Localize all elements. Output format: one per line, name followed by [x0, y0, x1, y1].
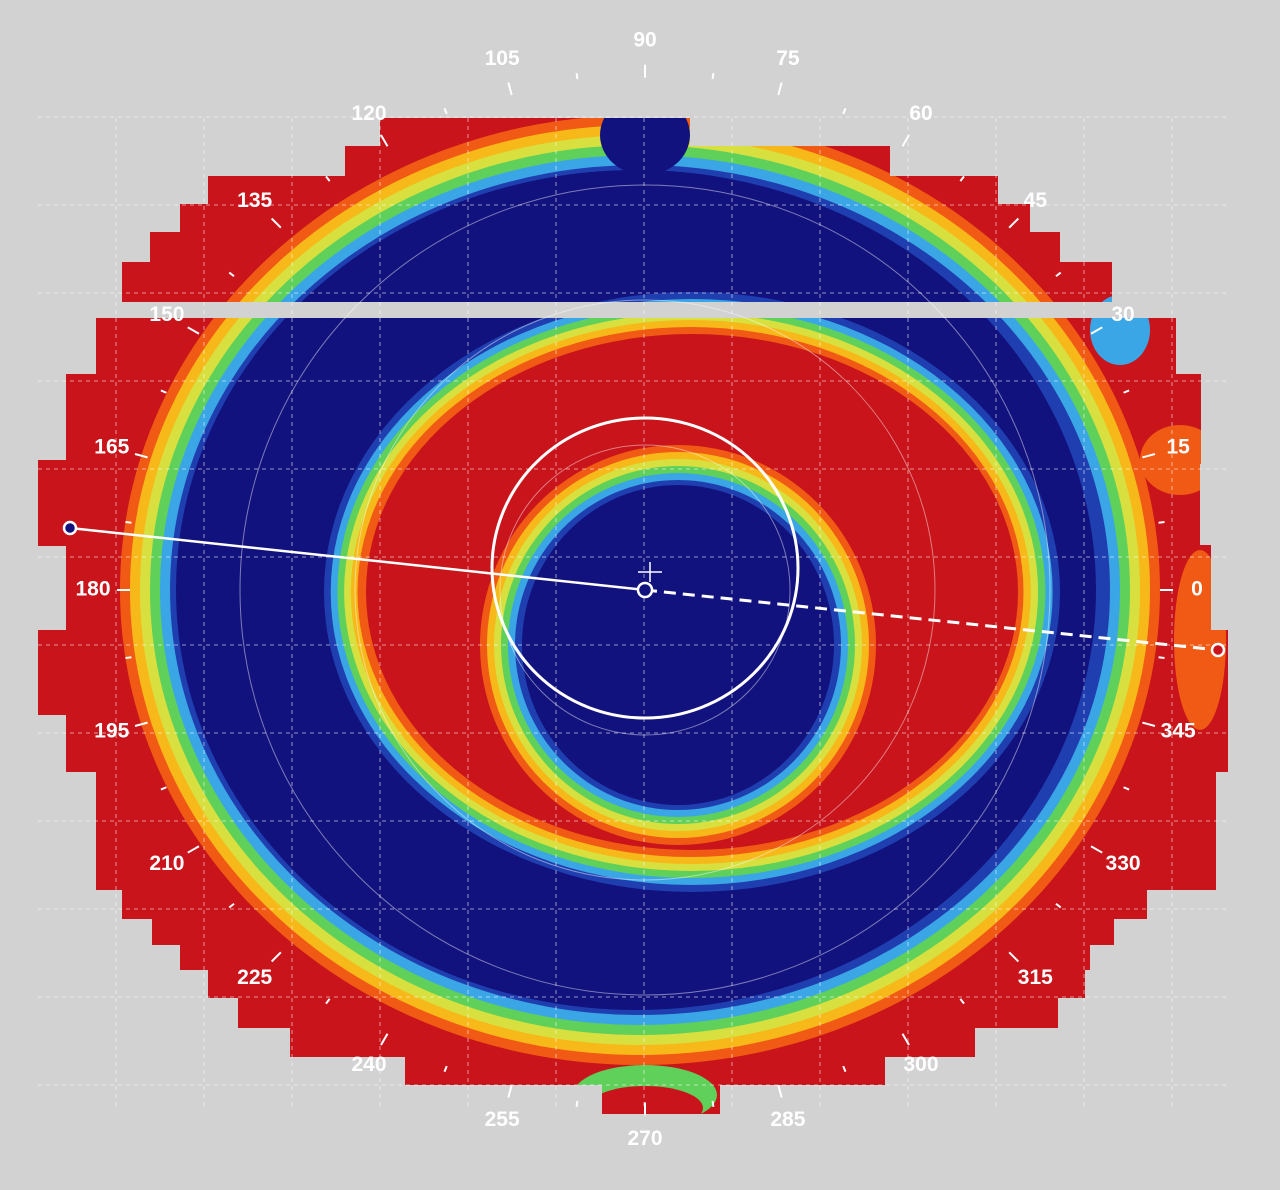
angle-label: 180 — [75, 578, 110, 601]
angle-label: 210 — [149, 852, 184, 875]
meridian-endpoint-right — [1210, 642, 1226, 658]
angle-minor-tick — [711, 72, 715, 80]
angle-tick — [187, 845, 200, 854]
angle-minor-tick — [1123, 389, 1130, 394]
angle-label: 255 — [485, 1108, 520, 1131]
angle-label: 225 — [237, 966, 272, 989]
angle-minor-tick — [1055, 271, 1062, 278]
angle-tick — [777, 1084, 783, 1098]
angle-label: 345 — [1161, 720, 1196, 743]
angle-tick — [777, 82, 783, 96]
angle-ticks — [117, 64, 1173, 1116]
angle-tick — [1142, 721, 1156, 727]
angle-tick — [380, 134, 389, 147]
angle-label: 330 — [1106, 852, 1141, 875]
angle-minor-tick — [959, 998, 965, 1005]
angle-tick — [134, 453, 148, 459]
angle-minor-tick — [125, 656, 132, 660]
center-marker — [636, 581, 654, 599]
angle-label: 15 — [1167, 435, 1191, 458]
angle-label: 165 — [94, 435, 129, 458]
angle-minor-tick — [1123, 786, 1130, 791]
angle-minor-tick — [160, 786, 167, 791]
angle-label: 45 — [1024, 189, 1048, 212]
angle-minor-tick — [125, 520, 132, 524]
angle-label: 105 — [485, 47, 520, 70]
angle-label: 285 — [770, 1108, 805, 1131]
angle-minor-tick — [842, 107, 847, 115]
angle-minor-tick — [228, 271, 235, 278]
angle-minor-tick — [228, 902, 235, 909]
angle-tick — [1090, 326, 1103, 335]
meridian-solid-line — [69, 526, 646, 592]
angle-label: 315 — [1018, 966, 1053, 989]
angle-tick — [1090, 845, 1103, 854]
angle-label: 150 — [149, 303, 184, 326]
angle-minor-tick — [443, 107, 448, 115]
angle-tick — [270, 217, 282, 229]
angle-minor-tick — [325, 998, 331, 1005]
angle-minor-tick — [575, 72, 579, 80]
angle-tick — [1008, 951, 1020, 963]
angle-tick — [1142, 453, 1156, 459]
meridian-dashed-line — [644, 588, 1219, 652]
angle-tick — [901, 1033, 910, 1046]
angle-label: 0 — [1191, 578, 1203, 601]
angle-labels: 0 15 30 45 60 75 90 105 120 135 150 165 180 195 210 225… — [75, 28, 1202, 1149]
angle-label: 300 — [903, 1053, 938, 1076]
meridian-overlay — [62, 520, 1226, 658]
angle-label: 120 — [351, 102, 386, 125]
top-blue-notch — [600, 118, 690, 175]
angle-label: 135 — [237, 189, 272, 212]
angle-tick — [134, 721, 148, 727]
angle-minor-tick — [959, 175, 965, 182]
angle-tick — [507, 82, 513, 96]
angle-label: 240 — [351, 1053, 386, 1076]
angle-label: 30 — [1111, 303, 1134, 326]
angle-tick — [507, 1084, 513, 1098]
angle-minor-tick — [1158, 656, 1165, 660]
angle-minor-tick — [443, 1065, 448, 1073]
angle-minor-tick — [1055, 902, 1062, 909]
angle-label: 90 — [633, 28, 656, 51]
angle-tick — [187, 326, 200, 335]
angle-minor-tick — [1158, 520, 1165, 524]
angle-minor-tick — [711, 1100, 715, 1108]
angle-minor-tick — [325, 175, 331, 182]
reference-circle — [499, 444, 791, 736]
reference-circles — [239, 184, 1051, 996]
angle-tick — [270, 951, 282, 963]
reference-circle — [239, 184, 1051, 996]
angle-tick — [1008, 217, 1020, 229]
angle-label: 195 — [94, 720, 129, 743]
angle-label: 60 — [909, 102, 932, 125]
angle-tick — [901, 134, 910, 147]
pupil-outline — [490, 416, 800, 720]
angle-minor-tick — [842, 1065, 847, 1073]
angle-tick — [380, 1033, 389, 1046]
measurement-grid — [38, 116, 1228, 1110]
angle-minor-tick — [160, 389, 167, 394]
reference-circle — [354, 299, 936, 881]
angle-minor-tick — [575, 1100, 579, 1108]
meridian-endpoint-left — [62, 520, 78, 536]
pupil-overlay — [490, 416, 800, 720]
angle-label: 270 — [627, 1127, 662, 1150]
angle-label: 75 — [776, 47, 800, 70]
right-red-blob — [1140, 425, 1220, 495]
